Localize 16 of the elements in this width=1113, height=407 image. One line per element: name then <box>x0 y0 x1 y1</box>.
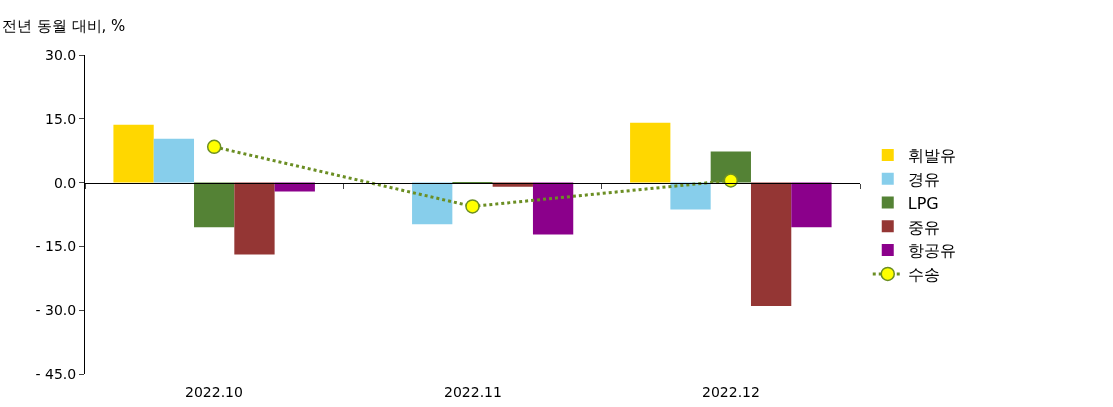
y-tick-label: - 45.0 <box>35 365 77 382</box>
legend-label: 수송 <box>907 265 940 285</box>
legend-label: 중유 <box>907 217 940 237</box>
y-axis-title: 전년 동월 대비, % <box>2 17 126 35</box>
y-tick-label: 0.0 <box>53 174 77 191</box>
x-tick-label: 2022.11 <box>444 384 502 400</box>
y-tick-label: - 30.0 <box>35 302 77 319</box>
legend-label: 경유 <box>907 169 940 189</box>
legend-label: 항공유 <box>907 241 956 261</box>
legend-label: 휘발유 <box>907 146 956 166</box>
y-tick-label: 30.0 <box>45 46 77 63</box>
y-tick-label: 15.0 <box>45 110 77 127</box>
y-tick-label: - 15.0 <box>35 238 77 255</box>
legend-label: LPG <box>907 193 939 213</box>
x-tick-label: 2022.12 <box>702 384 760 400</box>
x-tick-label: 2022.10 <box>185 384 243 400</box>
